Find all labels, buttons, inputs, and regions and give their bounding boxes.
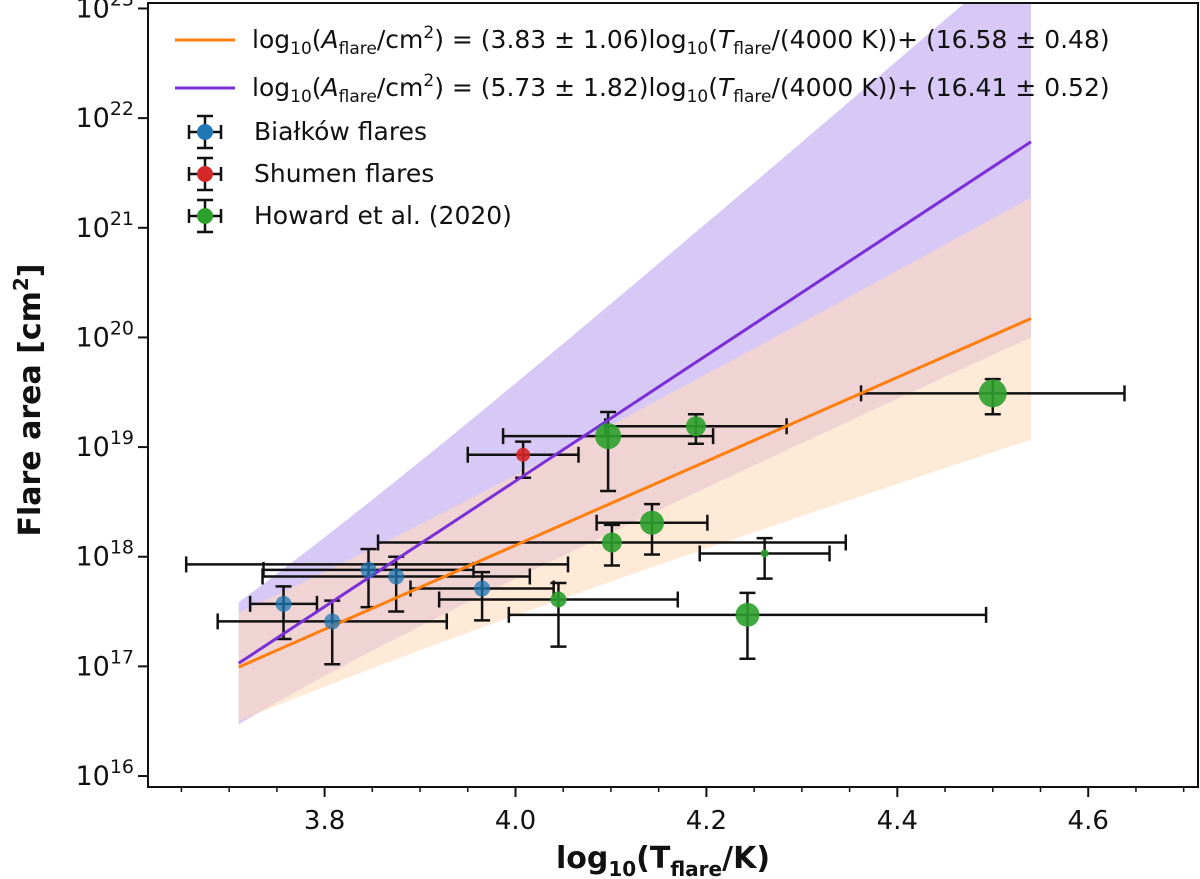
legend-sub-flare: flare [339,87,377,107]
y-label-tail: ] [13,263,48,277]
y-tick-base: 10 [75,322,109,353]
y-tick-exponent: 23 [110,0,134,10]
y-tick-exponent: 17 [110,646,134,668]
legend-log: log [252,73,290,102]
data-point [601,532,622,553]
legend-sub-flare2: flare [733,87,771,107]
legend-sub: 10 [290,39,312,59]
x-tick-label: 4.0 [495,806,536,836]
data-point [640,510,664,535]
legend-marker [197,124,213,140]
y-tick-base: 10 [75,651,109,682]
y-tick-exponent: 16 [110,756,134,778]
x-tick-label: 4.6 [1068,806,1109,836]
orange-fit-confidence-band [238,197,1031,722]
y-tick-label: 1022 [75,98,134,134]
legend-paren: ( [312,73,322,102]
legend-intercept: /(4000 K))+ (16.41 ± 0.52) [771,73,1109,102]
data-point [760,549,769,558]
data-point [360,561,377,578]
y-tick-base: 10 [75,542,109,573]
legend-series-label: Białków flares [254,117,427,146]
legend-log: log [252,25,290,54]
y-tick-label: 1020 [75,317,134,353]
data-point [324,613,341,630]
y-label-sup: 2 [9,277,33,291]
legend-paren: ( [312,25,322,54]
y-tick-exponent: 20 [110,317,134,339]
legend-unit: /cm [377,25,424,54]
y-tick-label: 1023 [75,0,134,24]
data-point [275,595,292,612]
orange-fit-legend-label: log10(Aflare/cm2) = (3.83 ± 1.06)log10(T… [252,23,1110,59]
data-point [595,423,622,450]
legend-sup: 2 [423,71,434,91]
plot-frame [147,2,1199,788]
axis-labels: log10(Tflare/K)Flare area [cm2] [9,263,770,879]
x-tick-label: 4.4 [877,806,918,836]
data-point [550,591,567,608]
x-tick-label: 3.8 [304,806,345,836]
legend-var-t: T [718,73,735,102]
x-label-rest: (T [636,841,671,876]
y-tick-exponent: 22 [110,98,134,120]
y-tick-label: 1016 [75,756,134,792]
y-tick-label: 1017 [75,646,134,682]
data-point [735,602,760,627]
data-point [474,580,491,597]
legend-series-label: Shumen flares [254,159,434,188]
y-tick-label: 1019 [75,427,134,463]
y-tick-base: 10 [75,213,109,244]
legend-paren2: ( [708,25,718,54]
y-tick-base: 10 [75,432,109,463]
y-tick-base: 10 [75,761,109,792]
legend-sub-flare: flare [339,39,377,59]
legend-sup: 2 [423,23,434,43]
orange-fit-line [238,317,1032,669]
y-label-main: Flare area [cm [13,291,48,536]
legend-var-a: A [320,73,339,102]
legend-sub-10: 10 [687,39,709,59]
x-axis-label: log10(Tflare/K) [556,841,770,879]
legend-marker [197,208,213,224]
x-label-sub: 10 [608,857,636,879]
legend-sub-flare2: flare [733,39,771,59]
data-point [388,568,405,585]
legend-series-label: Howard et al. (2020) [254,201,512,230]
x-label-log: log [556,841,608,876]
legend-slope: ) = (3.83 ± 1.06)log [434,25,686,54]
y-tick-base: 10 [75,0,109,24]
y-axis-label: Flare area [cm2] [9,263,48,536]
x-label-sub2: flare [670,857,722,879]
data-point [978,379,1007,408]
legend-slope: ) = (5.73 ± 1.82)log [434,73,686,102]
legend-paren2: ( [708,73,718,102]
legend: log10(Aflare/cm2) = (3.83 ± 1.06)log10(T… [175,23,1110,234]
x-tick-label: 4.2 [686,806,727,836]
axes-layer: 3.8 4.0 4.2 4.4 4.61016101710181019102010211… [75,0,1199,836]
y-tick-exponent: 21 [110,208,134,230]
legend-sub-10: 10 [687,87,709,107]
y-tick-exponent: 18 [110,537,134,559]
y-tick-label: 1018 [75,537,134,573]
legend-sub: 10 [290,87,312,107]
legend-var-t: T [718,25,735,54]
y-tick-label: 1021 [75,208,134,244]
legend-unit: /cm [377,73,424,102]
plot-layer [184,3,1126,725]
legend-var-a: A [320,25,339,54]
y-tick-base: 10 [75,103,109,134]
x-label-tail: /K) [722,841,770,876]
purple-fit-legend-label: log10(Aflare/cm2) = (5.73 ± 1.82)log10(T… [252,71,1110,107]
plot-area [184,3,1126,725]
y-tick-exponent: 19 [110,427,134,449]
legend-intercept: /(4000 K))+ (16.58 ± 0.48) [771,25,1109,54]
data-point [516,447,531,462]
legend-marker [197,166,213,182]
data-point [685,416,706,437]
